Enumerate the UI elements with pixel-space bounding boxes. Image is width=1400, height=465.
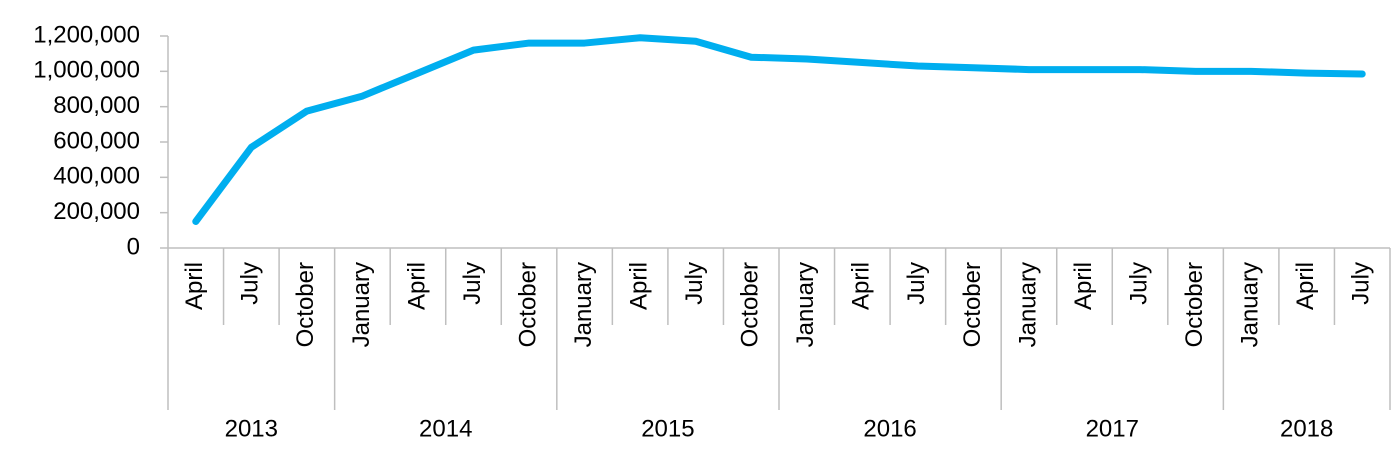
group-label: 2015 <box>641 415 694 442</box>
x-tick-label: April <box>1070 262 1097 310</box>
x-tick-label: October <box>292 262 319 347</box>
x-tick-label: July <box>237 262 264 305</box>
x-tick-label: October <box>1181 262 1208 347</box>
group-label: 2014 <box>419 415 472 442</box>
x-tick-label: July <box>1348 262 1375 305</box>
x-tick-label: April <box>625 262 652 310</box>
y-tick-label: 1,200,000 <box>33 21 140 48</box>
y-tick-label: 800,000 <box>53 92 140 119</box>
x-tick-label: October <box>737 262 764 347</box>
group-label: 2016 <box>863 415 916 442</box>
x-tick-label: April <box>181 262 208 310</box>
y-tick-label: 200,000 <box>53 198 140 225</box>
group-label: 2018 <box>1280 415 1333 442</box>
x-tick-label: July <box>1125 262 1152 305</box>
x-tick-label: January <box>1236 262 1263 347</box>
x-tick-label: July <box>681 262 708 305</box>
x-tick-label: January <box>570 262 597 347</box>
x-tick-label: July <box>903 262 930 305</box>
x-tick-label: April <box>403 262 430 310</box>
x-tick-label: April <box>848 262 875 310</box>
data-line <box>192 34 1366 225</box>
x-tick-label: October <box>959 262 986 347</box>
x-tick-label: January <box>348 262 375 347</box>
group-label: 2013 <box>225 415 278 442</box>
x-tick-label: July <box>459 262 486 305</box>
y-tick-label: 400,000 <box>53 163 140 190</box>
group-label: 2017 <box>1086 415 1139 442</box>
x-tick-label: April <box>1292 262 1319 310</box>
x-tick-label: October <box>514 262 541 347</box>
x-tick-label: January <box>792 262 819 347</box>
x-tick-label: January <box>1014 262 1041 347</box>
y-tick-label: 600,000 <box>53 127 140 154</box>
y-tick-label: 1,000,000 <box>33 57 140 84</box>
y-tick-label: 0 <box>127 233 140 260</box>
